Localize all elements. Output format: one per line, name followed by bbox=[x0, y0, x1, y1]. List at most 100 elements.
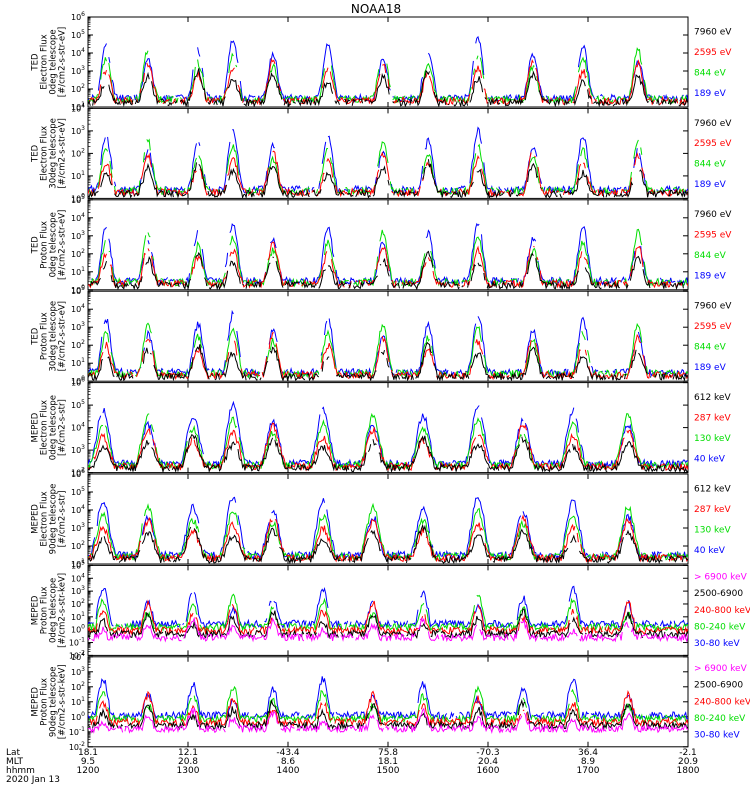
y-tick-exponent: 2 bbox=[81, 467, 85, 474]
y-tick-exponent: 6 bbox=[81, 468, 85, 475]
legend-entry: 240-800 keV bbox=[694, 606, 750, 616]
y-tick-label: 102 bbox=[71, 147, 85, 158]
x-tick-time: 1600 bbox=[477, 766, 500, 776]
y-tick-exponent: 3 bbox=[81, 230, 85, 237]
y-tick-exponent: 2 bbox=[81, 339, 85, 346]
series-trace bbox=[89, 689, 688, 728]
legend-entry: 2500-6900 bbox=[694, 589, 743, 599]
y-tick-exponent: 1 bbox=[81, 357, 85, 364]
y-tick-label: 102 bbox=[71, 467, 85, 478]
legend-entry: 844 eV bbox=[694, 251, 727, 261]
x-tick-mlt: 8.9 bbox=[581, 757, 596, 767]
y-tick-exponent: 6 bbox=[81, 377, 85, 384]
x-tick-mlt: 18.1 bbox=[378, 757, 398, 767]
y-tick-label: 102 bbox=[71, 248, 85, 259]
panel-traces bbox=[88, 585, 688, 643]
y-tick-exponent: 2 bbox=[81, 598, 85, 605]
y-tick-exponent: 4 bbox=[81, 422, 85, 429]
series-trace bbox=[88, 585, 688, 629]
x-axis-group: LatMLThhmm18.19.5120012.120.81300-43.48.… bbox=[6, 748, 700, 785]
legend-entry: 7960 eV bbox=[694, 302, 732, 312]
y-tick-label: 101 bbox=[71, 266, 85, 277]
x-tick-lat: 36.4 bbox=[578, 748, 598, 758]
y-tick-label: 104 bbox=[71, 422, 85, 433]
y-tick-exponent: 4 bbox=[81, 47, 85, 54]
y-tick-exponent: 3 bbox=[81, 65, 85, 72]
y-tick-label: 103 bbox=[71, 125, 85, 136]
legend-entry: 844 eV bbox=[694, 68, 727, 78]
y-tick-label: 103 bbox=[71, 444, 85, 455]
y-tick-exponent: 3 bbox=[81, 522, 85, 529]
y-tick-exponent: 4 bbox=[81, 212, 85, 219]
date-label: 2020 Jan 13 bbox=[6, 775, 60, 785]
x-tick-time: 1400 bbox=[277, 766, 300, 776]
series-trace bbox=[88, 68, 688, 107]
y-tick-exponent: -2 bbox=[79, 649, 85, 656]
y-tick-label: 105 bbox=[71, 559, 85, 570]
y-tick-label: 100 bbox=[71, 375, 85, 386]
series-trace bbox=[88, 341, 688, 382]
x-row-label: Lat bbox=[6, 748, 21, 758]
y-axis-label-line: [#/cm2-s-str-keV] bbox=[58, 573, 68, 648]
y-tick-exponent: 3 bbox=[81, 321, 85, 328]
x-tick-lat: 18.1 bbox=[78, 748, 98, 758]
x-tick-time: 1300 bbox=[177, 766, 200, 776]
y-axis-label-line: Electron Flux bbox=[40, 34, 50, 89]
y-axis-label-line: Electron Flux bbox=[40, 126, 50, 181]
y-tick-label: 101 bbox=[71, 696, 85, 707]
panel-frame bbox=[87, 16, 689, 108]
y-axis-label: TEDProton Flux0deg telescope[#/cm2-s-str… bbox=[31, 210, 68, 280]
series-trace bbox=[91, 222, 688, 286]
legend-entry: 40 keV bbox=[694, 546, 726, 556]
series-trace bbox=[89, 228, 688, 288]
y-tick-exponent: 4 bbox=[81, 504, 85, 511]
y-tick-label: 10-1 bbox=[69, 726, 85, 737]
y-tick-label: 100 bbox=[71, 192, 85, 203]
y-axis-label-line: [#/cm2-s-str-eV] bbox=[57, 210, 67, 280]
y-tick-label: 101 bbox=[71, 558, 85, 569]
y-tick-label: 103 bbox=[71, 522, 85, 533]
y-tick-label: 104 bbox=[71, 47, 85, 58]
y-tick-label: 105 bbox=[71, 399, 85, 410]
panel-frame bbox=[87, 199, 689, 291]
panel-traces bbox=[88, 222, 688, 290]
x-tick-mlt: 8.6 bbox=[281, 757, 296, 767]
y-axis-label-line: MEPED bbox=[31, 412, 41, 442]
panel-traces bbox=[88, 35, 688, 107]
legend-entry: 7960 eV bbox=[694, 27, 732, 37]
series-trace bbox=[88, 241, 688, 290]
series-trace bbox=[88, 698, 688, 731]
y-tick-label: 103 bbox=[71, 585, 85, 596]
y-tick-label: 106 bbox=[71, 468, 85, 479]
y-tick-label: 106 bbox=[71, 377, 85, 388]
y-tick-exponent: 5 bbox=[81, 486, 85, 493]
y-tick-exponent: 2 bbox=[81, 540, 85, 547]
series-trace bbox=[88, 608, 688, 640]
y-axis-label-line: [#/cm2-s-str-keV] bbox=[58, 664, 68, 739]
y-tick-exponent: 5 bbox=[81, 559, 85, 566]
y-tick-exponent: 6 bbox=[81, 11, 85, 18]
panel-frame bbox=[87, 656, 689, 748]
y-axis-label-line: 0deg telescope bbox=[49, 29, 59, 94]
y-tick-exponent: 5 bbox=[81, 285, 85, 292]
series-trace bbox=[88, 599, 688, 637]
y-tick-label: 103 bbox=[71, 321, 85, 332]
legend-entry: 844 eV bbox=[694, 160, 727, 170]
legend-entry: 2595 eV bbox=[694, 139, 732, 149]
legend-entry: 80-240 keV bbox=[694, 714, 746, 724]
y-axis-label-line: Proton Flux bbox=[40, 678, 50, 726]
y-tick-label: 10-1 bbox=[69, 637, 85, 648]
y-axis-label-line: [#/cm2-s-str-eV] bbox=[58, 27, 68, 97]
series-trace bbox=[88, 496, 688, 561]
y-tick-exponent: 4 bbox=[81, 651, 85, 658]
y-tick-label: 104 bbox=[71, 212, 85, 223]
y-axis-label-line: 90deg telescope bbox=[49, 666, 59, 737]
y-tick-label: 102 bbox=[71, 598, 85, 609]
legend-entry: 612 keV bbox=[694, 393, 731, 403]
y-axis-label-line: 0deg telescope bbox=[49, 395, 59, 460]
y-axis-label-line: TED bbox=[31, 144, 41, 163]
x-tick-time: 1200 bbox=[77, 766, 100, 776]
